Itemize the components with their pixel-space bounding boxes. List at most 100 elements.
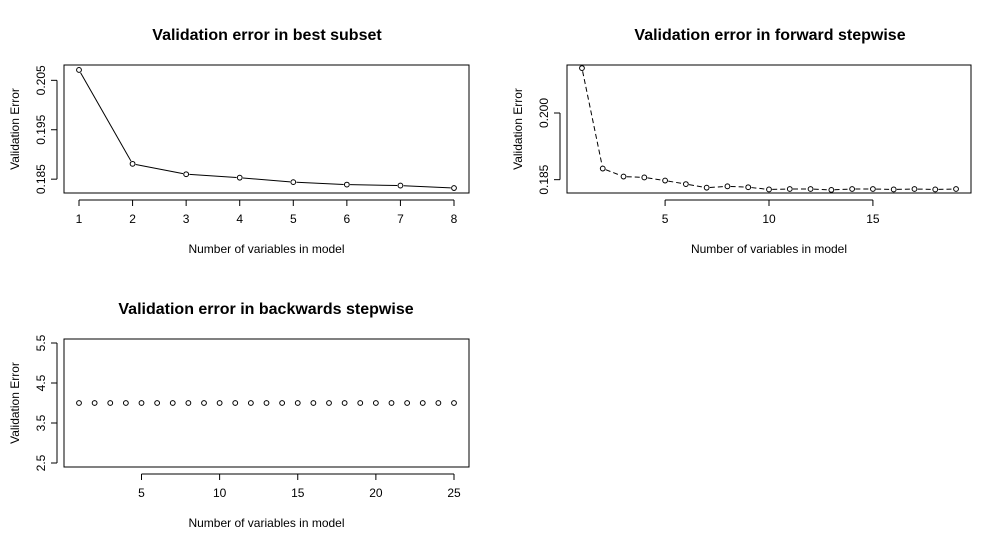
data-point [154, 400, 161, 406]
data-point [703, 184, 710, 191]
x-tick-label: 10 [213, 486, 227, 500]
x-tick-label: 6 [344, 212, 351, 226]
chart-title: Validation error in backwards stepwise [118, 301, 413, 318]
y-tick-label: 0.185 [34, 164, 48, 194]
series-segment [80, 72, 132, 162]
data-point [849, 186, 856, 192]
data-point [870, 186, 876, 192]
series-segment [189, 173, 237, 178]
y-tick-label: 0.195 [34, 114, 48, 144]
data-point [294, 400, 301, 406]
data-point [620, 173, 627, 180]
x-tick-label: 7 [397, 212, 404, 226]
series-segment [813, 188, 829, 191]
series-segment [647, 177, 662, 181]
plot-frame [63, 64, 470, 194]
data-point [404, 400, 411, 406]
x-tick-label: 4 [236, 212, 243, 226]
series-segment [730, 185, 746, 188]
data-point [397, 182, 404, 189]
x-tick-label: 5 [290, 212, 297, 226]
x-tick-label: 5 [138, 486, 145, 500]
y-axis-label: Validation Error [8, 362, 22, 444]
data-point [953, 186, 959, 192]
data-point [201, 400, 207, 406]
data-point [766, 186, 772, 193]
chart-title: Validation error in best subset [152, 27, 382, 44]
data-point [138, 400, 145, 406]
series-segment [135, 163, 184, 175]
data-point [107, 400, 114, 406]
data-point [890, 186, 897, 193]
series-segment [709, 186, 725, 188]
data-point [183, 171, 190, 178]
data-point [216, 400, 223, 406]
data-point [388, 400, 395, 406]
x-tick-label: 25 [447, 486, 461, 500]
x-axis-label: Number of variables in model [188, 242, 344, 256]
x-tick-label: 20 [369, 486, 383, 500]
y-tick-label: 0.205 [34, 65, 48, 95]
chart-title: Validation error in forward stepwise [634, 27, 905, 44]
data-point [290, 179, 297, 186]
data-point [932, 186, 939, 193]
data-point [372, 400, 379, 406]
data-point [724, 183, 731, 190]
data-point [579, 65, 585, 72]
data-point [76, 400, 82, 406]
data-point [341, 400, 348, 406]
x-tick-label: 3 [183, 212, 190, 226]
series-segment [403, 185, 451, 189]
data-point [263, 400, 270, 406]
series-segment [605, 169, 621, 176]
data-point [451, 185, 457, 191]
data-point [419, 400, 426, 406]
x-axis-label: Number of variables in model [188, 516, 344, 530]
data-point [129, 160, 136, 167]
y-tick-label: 2.5 [34, 454, 48, 471]
data-point [169, 400, 176, 406]
data-point [91, 400, 98, 406]
plot-frame [566, 64, 972, 194]
x-tick-label: 2 [129, 212, 136, 226]
y-tick-label: 0.200 [537, 98, 551, 128]
data-point [343, 181, 350, 188]
y-axis-label: Validation Error [8, 88, 22, 170]
x-tick-label: 1 [76, 212, 83, 226]
data-point [357, 400, 364, 406]
data-point [662, 177, 668, 184]
data-point [247, 400, 254, 406]
x-tick-label: 10 [762, 212, 776, 226]
data-point [641, 174, 648, 181]
data-point [232, 400, 239, 406]
series-segment [668, 180, 683, 185]
data-point [911, 186, 918, 192]
data-point [326, 400, 332, 406]
x-axis-label: Number of variables in model [691, 242, 847, 256]
data-point [435, 400, 442, 406]
data-point [185, 400, 192, 406]
series-segment [582, 71, 603, 166]
y-tick-label: 3.5 [34, 414, 48, 431]
data-point [451, 400, 457, 406]
data-point [786, 186, 793, 192]
x-tick-label: 15 [866, 212, 880, 226]
series-segment [350, 184, 398, 187]
y-tick-label: 5.5 [34, 334, 48, 351]
data-point [682, 181, 689, 188]
series-segment [751, 187, 766, 190]
data-point [236, 174, 243, 181]
y-axis-label: Validation Error [511, 88, 525, 170]
data-point [310, 400, 317, 406]
data-point [122, 400, 129, 406]
x-tick-label: 8 [451, 212, 458, 226]
data-point [279, 400, 286, 406]
series-segment [626, 176, 642, 178]
x-tick-label: 5 [662, 212, 669, 226]
data-point [828, 186, 835, 193]
data-point [76, 67, 82, 73]
data-point [599, 165, 606, 172]
data-point [745, 184, 752, 191]
